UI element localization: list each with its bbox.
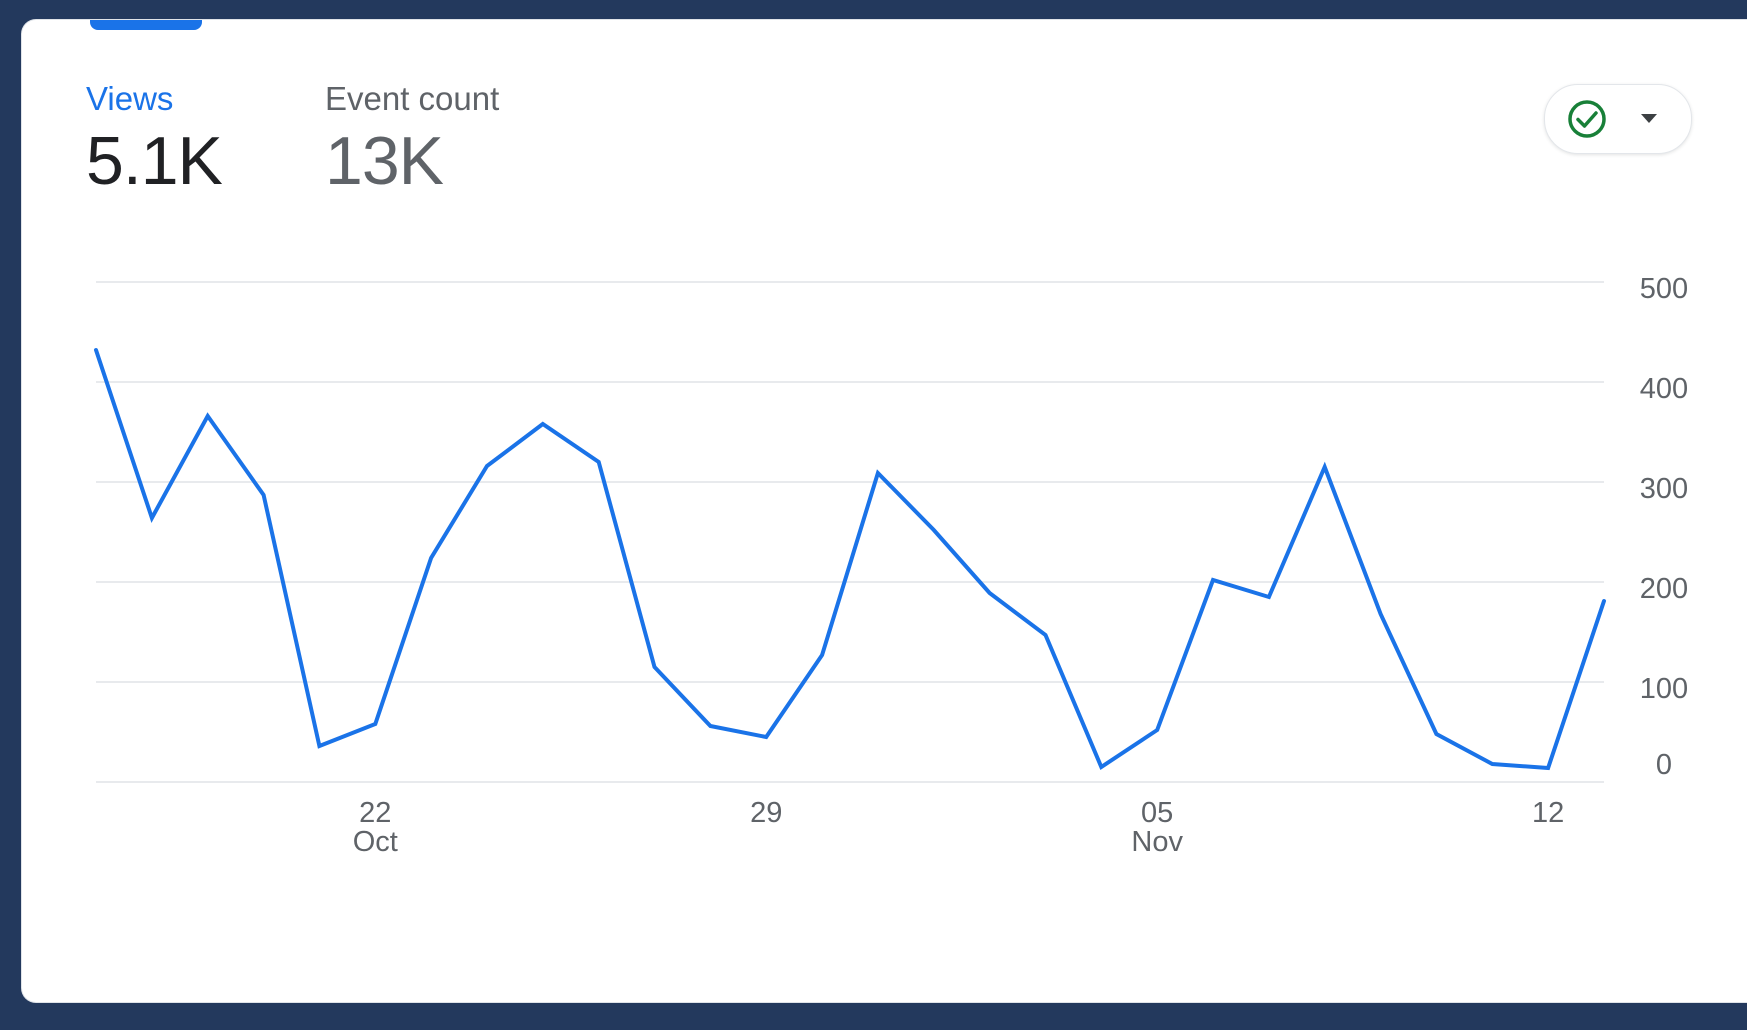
compare-dropdown-button[interactable] (1544, 84, 1692, 154)
data-point (988, 591, 992, 595)
x-tick-label: 29 (750, 797, 782, 829)
data-point (1155, 728, 1159, 732)
y-tick-label: 100 (1640, 673, 1688, 705)
event-count-metric-tab[interactable]: Event count 13K (325, 80, 499, 200)
x-tick-label: 22 (359, 797, 391, 829)
x-tick-label: 12 (1532, 797, 1564, 829)
data-point (1211, 578, 1215, 582)
data-point (1379, 612, 1383, 616)
data-point (1602, 599, 1606, 603)
views-value: 5.1K (86, 123, 223, 199)
chart-series (94, 348, 1606, 771)
views-label: Views (86, 80, 174, 117)
data-point (262, 493, 266, 497)
data-point (1546, 766, 1550, 770)
data-point (541, 422, 545, 426)
data-point (1323, 465, 1327, 469)
data-point (653, 665, 657, 669)
data-point (485, 464, 489, 468)
y-tick-label: 200 (1640, 573, 1688, 605)
views-chart-card: Views 5.1K Event count 13K (22, 20, 1747, 1002)
data-point (708, 724, 712, 728)
y-tick-label: 400 (1640, 373, 1688, 405)
data-point (150, 516, 154, 520)
y-tick-label: 0 (1656, 749, 1672, 781)
data-point (1099, 765, 1103, 769)
x-tick-month-label: Nov (1131, 826, 1183, 858)
data-point (597, 460, 601, 464)
y-axis-ticks: 0 100 200 300 400 500 (1640, 273, 1688, 781)
chart-gridlines (96, 281, 1604, 783)
data-point (764, 735, 768, 739)
data-point (429, 556, 433, 560)
x-tick-month-label: Oct (353, 826, 398, 858)
event-count-label: Event count (325, 80, 500, 117)
event-count-value: 13K (325, 123, 444, 199)
data-point (820, 653, 824, 657)
data-point (373, 722, 377, 726)
x-tick-label: 05 (1141, 797, 1173, 829)
y-tick-label: 500 (1640, 273, 1688, 305)
data-point (1490, 762, 1494, 766)
check-circle-icon (1568, 100, 1606, 138)
data-point (932, 528, 936, 532)
data-point (317, 744, 321, 748)
y-tick-label: 300 (1640, 473, 1688, 505)
data-point (94, 348, 98, 352)
data-point (1043, 633, 1047, 637)
data-point (206, 414, 210, 418)
data-point (1434, 732, 1438, 736)
data-point (1267, 595, 1271, 599)
data-point (876, 471, 880, 475)
caret-down-icon (1641, 114, 1657, 123)
views-metric-tab[interactable]: Views 5.1K (86, 80, 223, 200)
active-tab-indicator (90, 20, 202, 30)
views-series-line (94, 348, 1606, 771)
